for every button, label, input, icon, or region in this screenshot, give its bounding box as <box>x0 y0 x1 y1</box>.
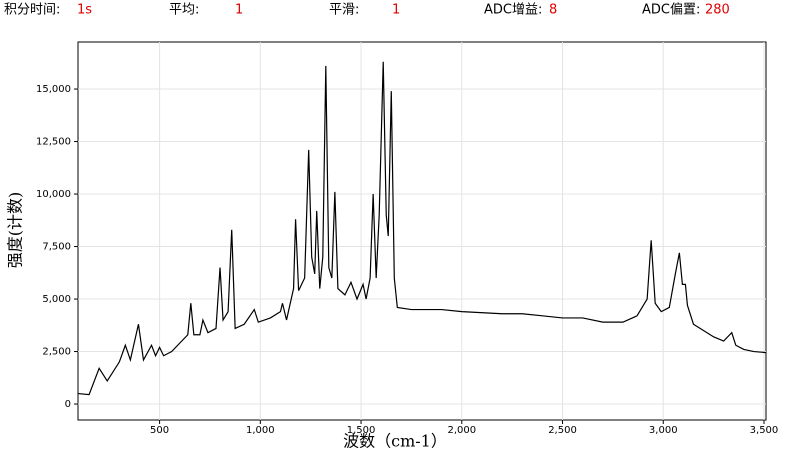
header-value: 1s <box>77 3 92 18</box>
y-tick-label: 15,000 <box>36 84 71 95</box>
header-label: 积分时间: <box>4 3 60 18</box>
y-tick-label: 0 <box>65 399 71 410</box>
x-tick-label: 2,500 <box>548 425 577 436</box>
spectrum-line <box>77 61 767 396</box>
header-label: ADC偏置: <box>642 3 700 18</box>
x-axis-label: 波数（cm-1） <box>343 432 447 451</box>
y-tick-label: 10,000 <box>36 189 71 200</box>
y-tick-label: 5,000 <box>42 294 71 305</box>
header-label: 平滑: <box>329 3 359 18</box>
x-tick-label: 2,000 <box>447 425 476 436</box>
x-tick-label: 3,000 <box>649 425 678 436</box>
x-tick-label: 1,500 <box>347 425 376 436</box>
plot-frame <box>77 41 767 421</box>
x-tick-label: 3,500 <box>750 425 779 436</box>
y-tick-label: 2,500 <box>42 347 71 358</box>
header-value: 8 <box>549 3 557 18</box>
y-tick-label: 7,500 <box>42 242 71 253</box>
x-tick-label: 1,000 <box>246 425 275 436</box>
y-axis-label: 强度(计数) <box>6 192 25 269</box>
header-value: 280 <box>705 3 730 18</box>
x-tick-label: 500 <box>150 425 169 436</box>
header-value: 1 <box>392 3 400 18</box>
header-label: 平均: <box>169 3 199 18</box>
header-label: ADC增益: <box>484 3 542 18</box>
y-tick-label: 12,500 <box>36 137 71 148</box>
header-value: 1 <box>235 3 243 18</box>
